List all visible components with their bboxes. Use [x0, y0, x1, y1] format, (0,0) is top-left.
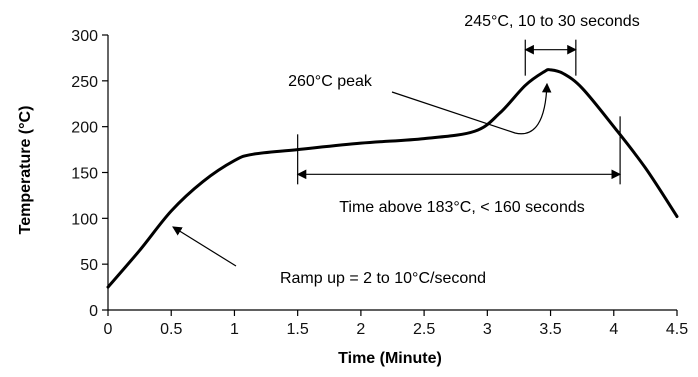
annotation-time-above: Time above 183°C, < 160 seconds [339, 199, 585, 216]
annotation-ramp-up: Ramp up = 2 to 10°C/second [280, 270, 486, 287]
y-tick-label: 100 [71, 211, 98, 228]
y-tick-label: 250 [71, 74, 98, 91]
x-tick-label: 0.5 [160, 321, 182, 338]
ramp-leader [172, 226, 237, 267]
y-tick-label: 50 [80, 257, 98, 274]
x-tick-label: 4.5 [666, 321, 688, 338]
x-tick-label: 4 [609, 321, 618, 338]
annotation-peak: 260°C peak [288, 73, 373, 90]
reflow-curve [106, 68, 679, 289]
y-tick-label: 300 [71, 28, 98, 45]
x-tick-label: 1.5 [287, 321, 309, 338]
x-tick-label: 1 [230, 321, 239, 338]
x-tick-label: 2 [356, 321, 365, 338]
y-tick-label: 150 [71, 166, 98, 183]
x-tick-label: 3 [483, 321, 492, 338]
y-tick-label: 0 [89, 303, 98, 320]
annotation-245-window: 245°C, 10 to 30 seconds [464, 13, 639, 30]
y-axis-title: Temperature (°C) [17, 106, 34, 235]
x-tick-label: 2.5 [413, 321, 435, 338]
x-tick-label: 3.5 [539, 321, 561, 338]
peak-leader [391, 82, 552, 135]
x-axis-title: Time (Minute) [338, 350, 442, 367]
x-tick-label: 0 [104, 321, 113, 338]
y-tick-label: 200 [71, 120, 98, 137]
